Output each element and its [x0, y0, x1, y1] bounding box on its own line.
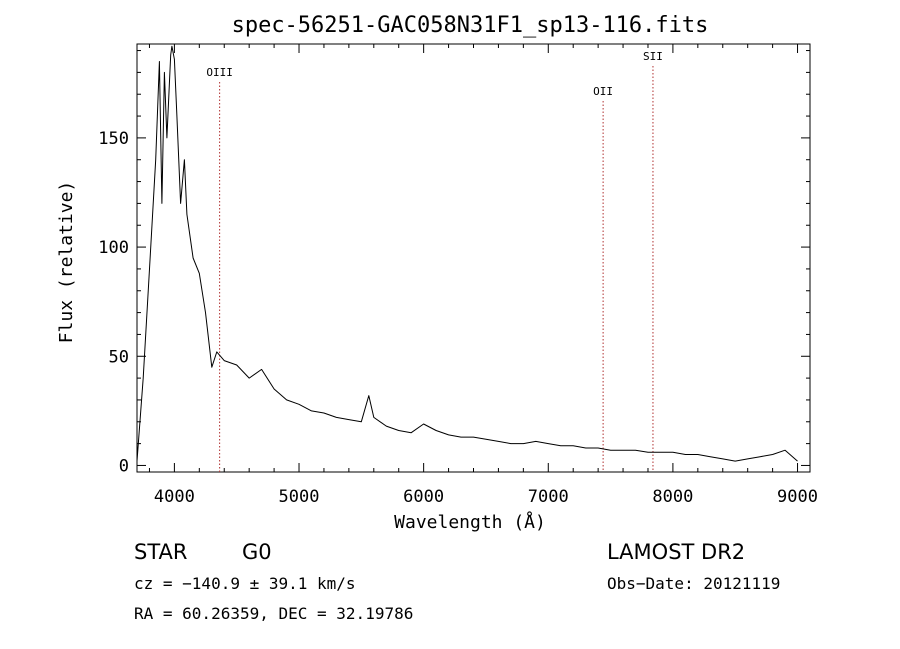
x-tick-label: 5000 — [279, 487, 320, 507]
x-tick-label: 7000 — [528, 487, 569, 507]
obs-date: Obs−Date: 20121119 — [607, 574, 781, 593]
x-axis: 4000 5000 6000 7000 8000 9000 — [148, 44, 818, 507]
x-tick-label: 6000 — [403, 487, 444, 507]
spectrum-line — [136, 45, 798, 462]
y-tick-label: 0 — [119, 456, 129, 476]
y-tick-label: 100 — [98, 238, 129, 258]
emission-line-markers: OIII OII SII — [206, 50, 663, 472]
y-tick-label: 50 — [109, 347, 129, 367]
plot-frame — [136, 43, 811, 473]
y-axis-label: Flux (relative) — [56, 181, 77, 344]
redshift-text: cz = −140.9 ± 39.1 km/s — [134, 574, 356, 593]
emission-line-label: OII — [593, 85, 613, 98]
emission-line-label: SII — [643, 50, 663, 63]
x-tick-label: 4000 — [154, 487, 195, 507]
x-tick-label: 9000 — [777, 487, 818, 507]
x-axis-label: Wavelength (Å) — [394, 511, 546, 533]
x-tick-label: 8000 — [652, 487, 693, 507]
object-class: STAR — [134, 540, 188, 564]
y-axis: 0 50 100 150 — [98, 50, 810, 476]
emission-line-label: OIII — [206, 66, 233, 79]
coordinates-text: RA = 60.26359, DEC = 32.19786 — [134, 604, 414, 623]
object-subclass: G0 — [242, 540, 272, 564]
survey-name: LAMOST DR2 — [607, 540, 746, 564]
series-group — [136, 45, 798, 462]
y-tick-label: 150 — [98, 129, 129, 149]
chart-title: spec-56251-GAC058N31F1_sp13-116.fits — [232, 13, 709, 38]
